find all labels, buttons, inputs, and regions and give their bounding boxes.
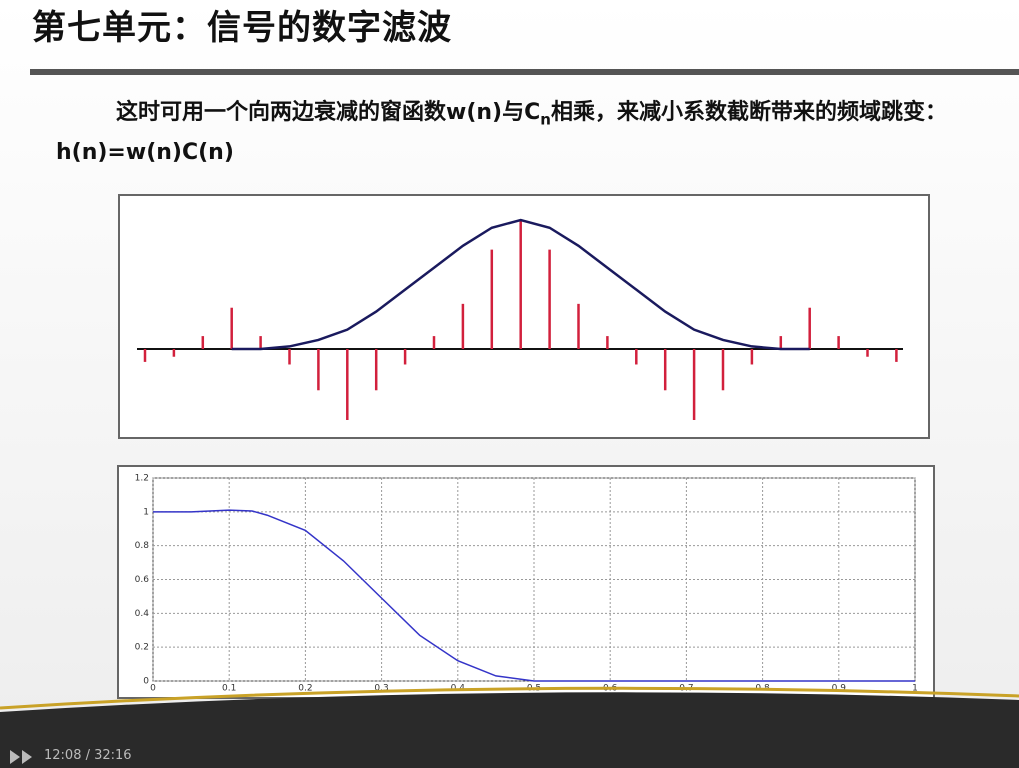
paragraph: 这时可用一个向两边衰减的窗函数w(n)与Cn相乘，来减小系数截断带来的频域跳变：…: [56, 96, 1014, 170]
x-tick-label: 0: [150, 684, 156, 694]
y-tick-label: 0.2: [135, 643, 149, 653]
y-tick-label: 0.4: [135, 609, 150, 619]
paragraph-text: 这时可用一个向两边衰减的窗函数w(n)与C: [116, 100, 541, 125]
window-curve: [231, 218, 810, 351]
x-tick-label: 0.3: [374, 684, 388, 694]
slide-title: 第七单元：信号的数字滤波: [32, 8, 452, 48]
y-tick-label: 0.8: [135, 541, 150, 551]
y-tick-label: 0.6: [135, 575, 150, 585]
y-tick-label: 1.2: [135, 474, 149, 484]
x-tick-label: 0.1: [222, 684, 236, 694]
y-tick-label: 0: [143, 677, 149, 687]
y-tick-label: 1: [143, 507, 149, 517]
response-line: [153, 509, 915, 682]
subscript: n: [540, 110, 551, 129]
x-tick-label: 0.2: [298, 684, 312, 694]
title-rule: [30, 69, 1019, 75]
x-tick-label: 0.9: [832, 684, 847, 694]
footer-stripe: [0, 686, 1019, 710]
play-button[interactable]: [10, 750, 32, 764]
footer-swoosh: [0, 692, 1019, 768]
paragraph-text: 相乘，来减小系数截断带来的频域跳变：h(n)=w(n)C(n): [56, 100, 947, 166]
video-time: 12:08 / 32:16: [44, 748, 132, 763]
chart-frame: [118, 194, 930, 439]
x-tick-label: 1: [912, 684, 918, 694]
